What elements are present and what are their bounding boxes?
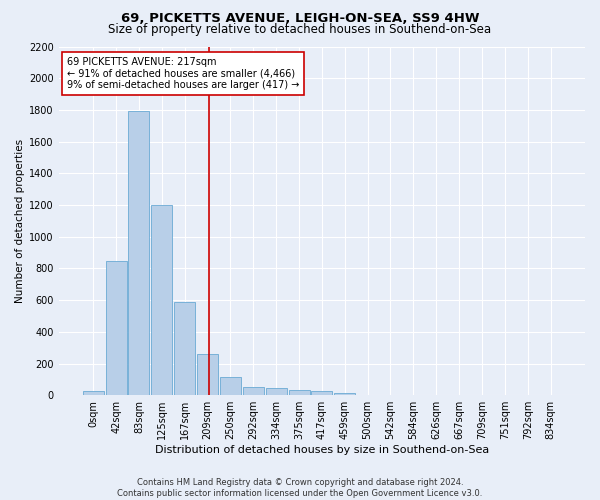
Bar <box>151 205 172 395</box>
Bar <box>83 391 104 395</box>
Bar <box>311 391 332 395</box>
Bar <box>289 390 310 395</box>
Text: Contains HM Land Registry data © Crown copyright and database right 2024.
Contai: Contains HM Land Registry data © Crown c… <box>118 478 482 498</box>
Bar <box>220 377 241 395</box>
Y-axis label: Number of detached properties: Number of detached properties <box>15 139 25 303</box>
Bar <box>174 302 195 395</box>
Bar <box>197 354 218 395</box>
Text: Size of property relative to detached houses in Southend-on-Sea: Size of property relative to detached ho… <box>109 22 491 36</box>
Bar <box>243 388 264 395</box>
Text: 69 PICKETTS AVENUE: 217sqm
← 91% of detached houses are smaller (4,466)
9% of se: 69 PICKETTS AVENUE: 217sqm ← 91% of deta… <box>67 57 299 90</box>
Bar <box>334 393 355 395</box>
Bar <box>128 110 149 395</box>
X-axis label: Distribution of detached houses by size in Southend-on-Sea: Distribution of detached houses by size … <box>155 445 489 455</box>
Text: 69, PICKETTS AVENUE, LEIGH-ON-SEA, SS9 4HW: 69, PICKETTS AVENUE, LEIGH-ON-SEA, SS9 4… <box>121 12 479 26</box>
Bar <box>266 388 287 395</box>
Bar <box>106 262 127 395</box>
